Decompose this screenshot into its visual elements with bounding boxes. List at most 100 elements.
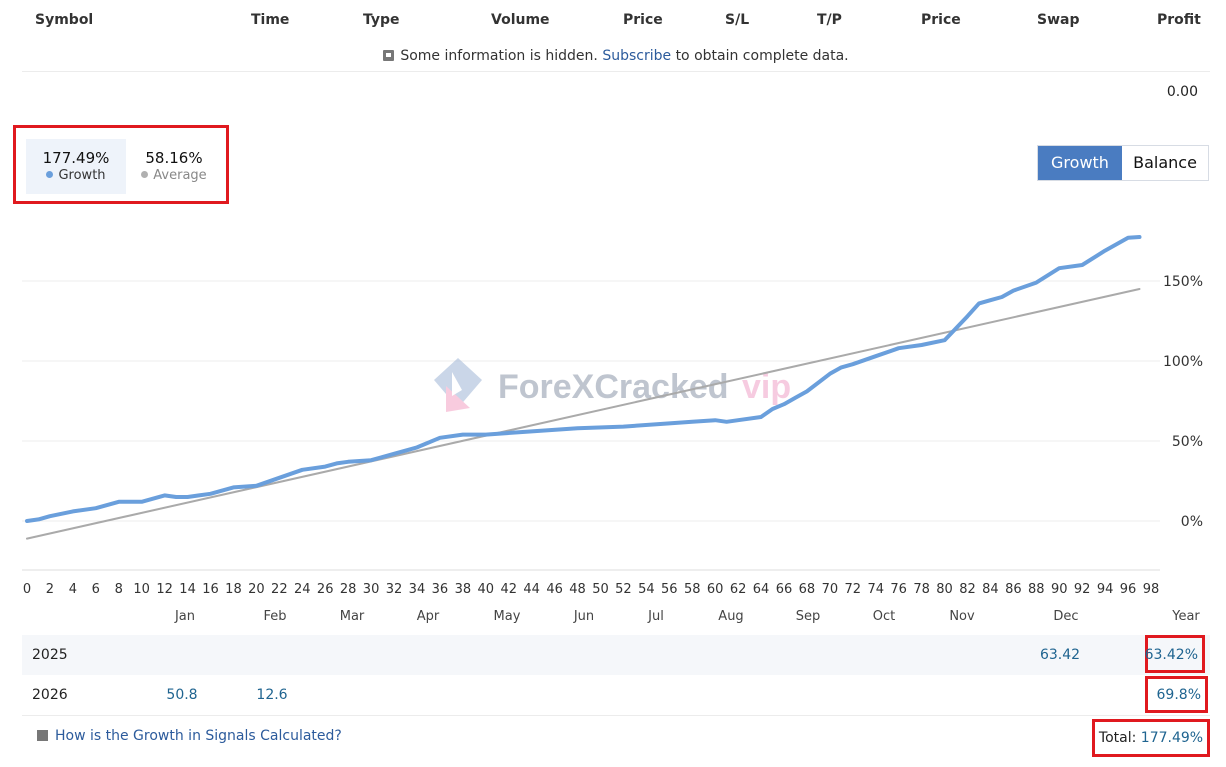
x-tick-label: 14 — [179, 582, 196, 597]
x-tick-label: 88 — [1028, 582, 1045, 597]
col-type[interactable]: Type — [363, 12, 400, 28]
month-apr: Apr — [416, 609, 440, 624]
y-axis-ticks: 0% 50% 100% 150% — [1163, 274, 1203, 530]
month-value-feb[interactable]: 12.6 — [256, 687, 288, 703]
y-tick-label: 0% — [1181, 514, 1203, 530]
total-growth-value: 177.49% — [1140, 730, 1204, 746]
x-tick-label: 26 — [317, 582, 334, 597]
x-tick-label: 6 — [92, 582, 100, 597]
x-tick-label: 90 — [1051, 582, 1068, 597]
x-tick-label: 70 — [822, 582, 839, 597]
subscribe-link[interactable]: Subscribe — [602, 48, 672, 64]
notice-text-after: to obtain complete data. — [675, 48, 849, 64]
col-price-open[interactable]: Price — [623, 12, 663, 28]
chart-grid — [22, 280, 1160, 571]
x-tick-label: 92 — [1074, 582, 1091, 597]
growth-tab[interactable]: Growth — [1038, 146, 1122, 180]
x-tick-label: 8 — [115, 582, 123, 597]
x-tick-label: 60 — [707, 582, 724, 597]
x-tick-label: 0 — [23, 582, 31, 597]
year-total-value: 63.42% — [1144, 647, 1198, 663]
year-total-highlight: 63.42% — [1145, 635, 1205, 673]
x-tick-label: 28 — [340, 582, 357, 597]
month-sep: Sep — [795, 609, 821, 624]
col-price-close[interactable]: Price — [921, 12, 961, 28]
growth-stat[interactable]: 177.49% Growth — [26, 139, 126, 194]
x-tick-label: 46 — [546, 582, 563, 597]
x-axis-ticks: 0 2 4 6 8 10 12 14 16 18 20 22 24 26 28 30 32 34 36 38 40 42 4… — [23, 582, 1159, 597]
total-label: Total: — [1098, 730, 1137, 746]
x-tick-label: 30 — [363, 582, 380, 597]
x-tick-label: 18 — [225, 582, 242, 597]
year-total-value: 69.8% — [1156, 687, 1201, 703]
month-jul: Jul — [648, 609, 664, 624]
x-tick-label: 20 — [248, 582, 265, 597]
watermark: ForeXCracked vip — [434, 358, 791, 412]
x-tick-label: 34 — [409, 582, 426, 597]
month-value-dec[interactable]: 63.42 — [1039, 647, 1081, 663]
lock-icon — [383, 50, 395, 61]
col-tp[interactable]: T/P — [817, 12, 842, 28]
x-tick-label: 24 — [294, 582, 311, 597]
col-symbol[interactable]: Symbol — [35, 12, 94, 28]
col-profit[interactable]: Profit — [1157, 12, 1201, 28]
x-tick-label: 42 — [500, 582, 517, 597]
x-tick-label: 50 — [592, 582, 609, 597]
help-icon — [37, 730, 48, 741]
x-tick-label: 84 — [982, 582, 999, 597]
growth-label: Growth — [58, 168, 106, 183]
x-tick-label: 16 — [202, 582, 219, 597]
month-nov: Nov — [949, 609, 975, 624]
x-tick-label: 12 — [156, 582, 173, 597]
growth-help-text: How is the Growth in Signals Calculated? — [55, 728, 342, 744]
average-value: 58.16% — [145, 149, 203, 167]
x-tick-label: 44 — [523, 582, 540, 597]
year-row-2025: 2025 63.42 63.42% — [22, 635, 1210, 675]
month-jan: Jan — [174, 609, 196, 624]
month-year: Year — [1172, 609, 1200, 624]
x-tick-label: 38 — [455, 582, 472, 597]
month-feb: Feb — [263, 609, 287, 624]
x-tick-label: 74 — [867, 582, 884, 597]
y-tick-label: 150% — [1163, 274, 1203, 290]
x-tick-label: 40 — [478, 582, 495, 597]
x-tick-label: 36 — [432, 582, 449, 597]
average-series-line — [26, 288, 1141, 540]
x-tick-label: 58 — [684, 582, 701, 597]
growth-help-link[interactable]: How is the Growth in Signals Calculated? — [37, 728, 342, 744]
watermark-text-vip: vip — [742, 368, 791, 406]
col-time[interactable]: Time — [251, 12, 290, 28]
y-tick-label: 100% — [1163, 354, 1203, 370]
total-growth-highlight: Total: 177.49% — [1092, 719, 1210, 757]
year-label: 2025 — [32, 647, 68, 663]
year-row-2026: 2026 50.8 12.6 69.8% — [22, 675, 1210, 715]
growth-chart[interactable]: ForeXCracked vip 0 2 4 6 8 10 12 14 16 18 20 22 24 26… — [0, 200, 1226, 605]
x-tick-label: 56 — [661, 582, 678, 597]
notice-text: Some information is hidden. — [400, 48, 598, 64]
x-tick-label: 94 — [1097, 582, 1114, 597]
x-tick-label: 64 — [753, 582, 770, 597]
average-stat[interactable]: 58.16% Average — [132, 139, 216, 194]
growth-footer: How is the Growth in Signals Calculated?… — [22, 715, 1210, 757]
x-tick-label: 80 — [936, 582, 953, 597]
balance-tab[interactable]: Balance — [1122, 146, 1208, 180]
col-volume[interactable]: Volume — [491, 12, 550, 28]
year-label: 2026 — [32, 687, 68, 703]
month-mar: Mar — [339, 609, 365, 624]
x-tick-label: 22 — [271, 582, 288, 597]
x-tick-label: 62 — [730, 582, 747, 597]
year-total-highlight: 69.8% — [1145, 676, 1208, 713]
x-tick-label: 48 — [569, 582, 586, 597]
x-tick-label: 76 — [890, 582, 907, 597]
x-tick-label: 98 — [1143, 582, 1160, 597]
hidden-info-notice: Some information is hidden. Subscribe to… — [22, 40, 1210, 72]
x-tick-label: 72 — [845, 582, 862, 597]
growth-stats-highlight: 177.49% Growth 58.16% Average — [13, 125, 229, 204]
growth-value: 177.49% — [42, 149, 110, 167]
col-sl[interactable]: S/L — [725, 12, 750, 28]
x-tick-label: 10 — [133, 582, 150, 597]
col-swap[interactable]: Swap — [1037, 12, 1080, 28]
month-oct: Oct — [872, 609, 896, 624]
x-tick-label: 66 — [776, 582, 793, 597]
month-value-jan[interactable]: 50.8 — [166, 687, 198, 703]
